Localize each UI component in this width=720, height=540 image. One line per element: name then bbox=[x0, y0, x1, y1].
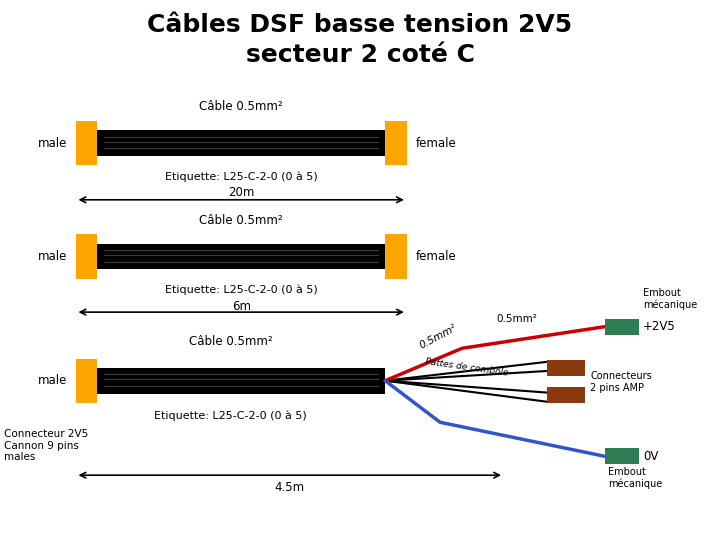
Bar bbox=[547, 360, 585, 376]
Text: male: male bbox=[37, 250, 67, 263]
Bar bbox=[547, 387, 585, 403]
Text: 6m: 6m bbox=[232, 300, 251, 313]
Text: male: male bbox=[37, 374, 67, 387]
Text: 0.5mm²: 0.5mm² bbox=[418, 323, 459, 351]
Text: Connecteur 2V5
Cannon 9 pins
males: Connecteur 2V5 Cannon 9 pins males bbox=[4, 429, 88, 462]
Text: 0V: 0V bbox=[643, 450, 658, 463]
Bar bbox=[605, 319, 639, 335]
Text: Etiquette: L25-C-2-0 (0 à 5): Etiquette: L25-C-2-0 (0 à 5) bbox=[165, 171, 318, 181]
Bar bbox=[97, 244, 385, 269]
Text: 0.5mm²: 0.5mm² bbox=[497, 314, 538, 324]
Text: Câble 0.5mm²: Câble 0.5mm² bbox=[199, 214, 283, 227]
Bar bbox=[97, 130, 385, 156]
Bar bbox=[97, 368, 385, 394]
Text: Pattes de combôle: Pattes de combôle bbox=[425, 357, 509, 378]
Text: Câble 0.5mm²: Câble 0.5mm² bbox=[189, 335, 272, 348]
Text: Câbles DSF basse tension 2V5: Câbles DSF basse tension 2V5 bbox=[148, 14, 572, 37]
Text: 4.5m: 4.5m bbox=[275, 481, 305, 494]
Text: Connecteurs
2 pins AMP: Connecteurs 2 pins AMP bbox=[590, 371, 652, 393]
Text: Embout
mécanique: Embout mécanique bbox=[643, 288, 697, 310]
Text: female: female bbox=[415, 250, 456, 263]
Bar bbox=[385, 121, 407, 165]
Text: Embout
mécanique: Embout mécanique bbox=[608, 467, 662, 489]
Bar bbox=[76, 359, 97, 403]
Text: female: female bbox=[415, 137, 456, 150]
Bar bbox=[76, 234, 97, 279]
Text: Câble 0.5mm²: Câble 0.5mm² bbox=[199, 100, 283, 113]
Text: +2V5: +2V5 bbox=[643, 320, 675, 333]
Text: male: male bbox=[37, 137, 67, 150]
Text: secteur 2 coté C: secteur 2 coté C bbox=[246, 43, 474, 67]
Bar bbox=[385, 234, 407, 279]
Text: Etiquette: L25-C-2-0 (0 à 5): Etiquette: L25-C-2-0 (0 à 5) bbox=[154, 410, 307, 421]
Bar bbox=[605, 448, 639, 464]
Text: 20m: 20m bbox=[228, 186, 254, 199]
Bar bbox=[76, 121, 97, 165]
Text: Etiquette: L25-C-2-0 (0 à 5): Etiquette: L25-C-2-0 (0 à 5) bbox=[165, 285, 318, 295]
